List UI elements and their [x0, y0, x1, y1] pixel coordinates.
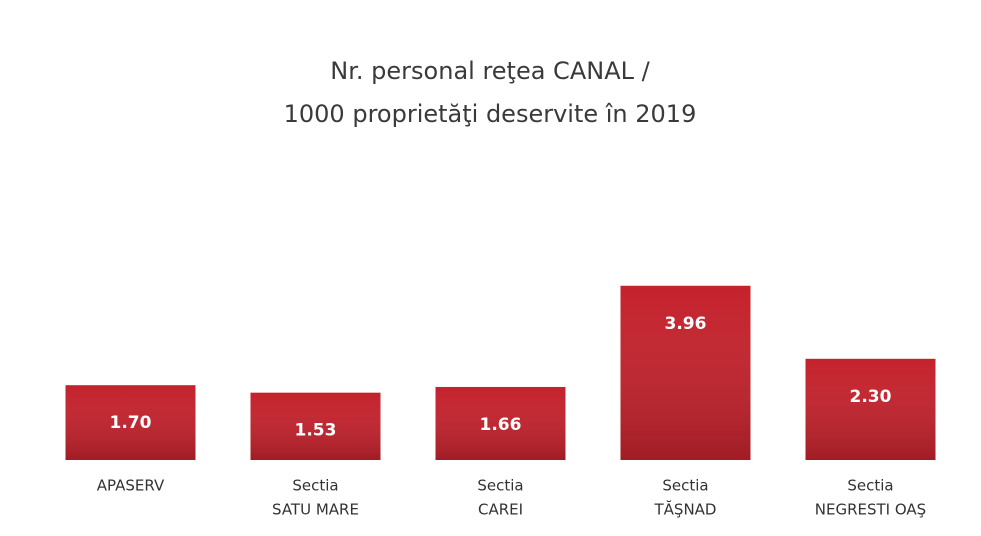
bar-shade — [805, 358, 936, 460]
x-tick-label: NEGRESTI OAŞ — [815, 501, 926, 519]
x-tick-label: Sectia — [847, 477, 893, 495]
value-label: 1.66 — [480, 415, 522, 435]
x-tick-label: Sectia — [477, 477, 523, 495]
bar-shade — [65, 385, 196, 460]
bar-shade — [620, 285, 751, 460]
x-tick-label: CAREI — [478, 501, 523, 519]
value-label: 2.30 — [850, 387, 892, 407]
value-label: 1.53 — [295, 421, 337, 441]
chart-title: Nr. personal reţea CANAL / — [330, 57, 650, 85]
x-tick-label: TĂŞNAD — [654, 500, 717, 519]
x-tick-label: Sectia — [662, 477, 708, 495]
bar-shade — [435, 386, 566, 460]
x-tick-label: Sectia — [292, 477, 338, 495]
x-tick-label: APASERV — [97, 477, 165, 495]
value-label: 3.96 — [665, 314, 707, 334]
bar-shade — [250, 392, 381, 460]
chart-title: 1000 proprietăţi deservite în 2019 — [284, 100, 697, 128]
value-label: 1.70 — [110, 413, 152, 433]
x-tick-label: SATU MARE — [272, 501, 359, 519]
